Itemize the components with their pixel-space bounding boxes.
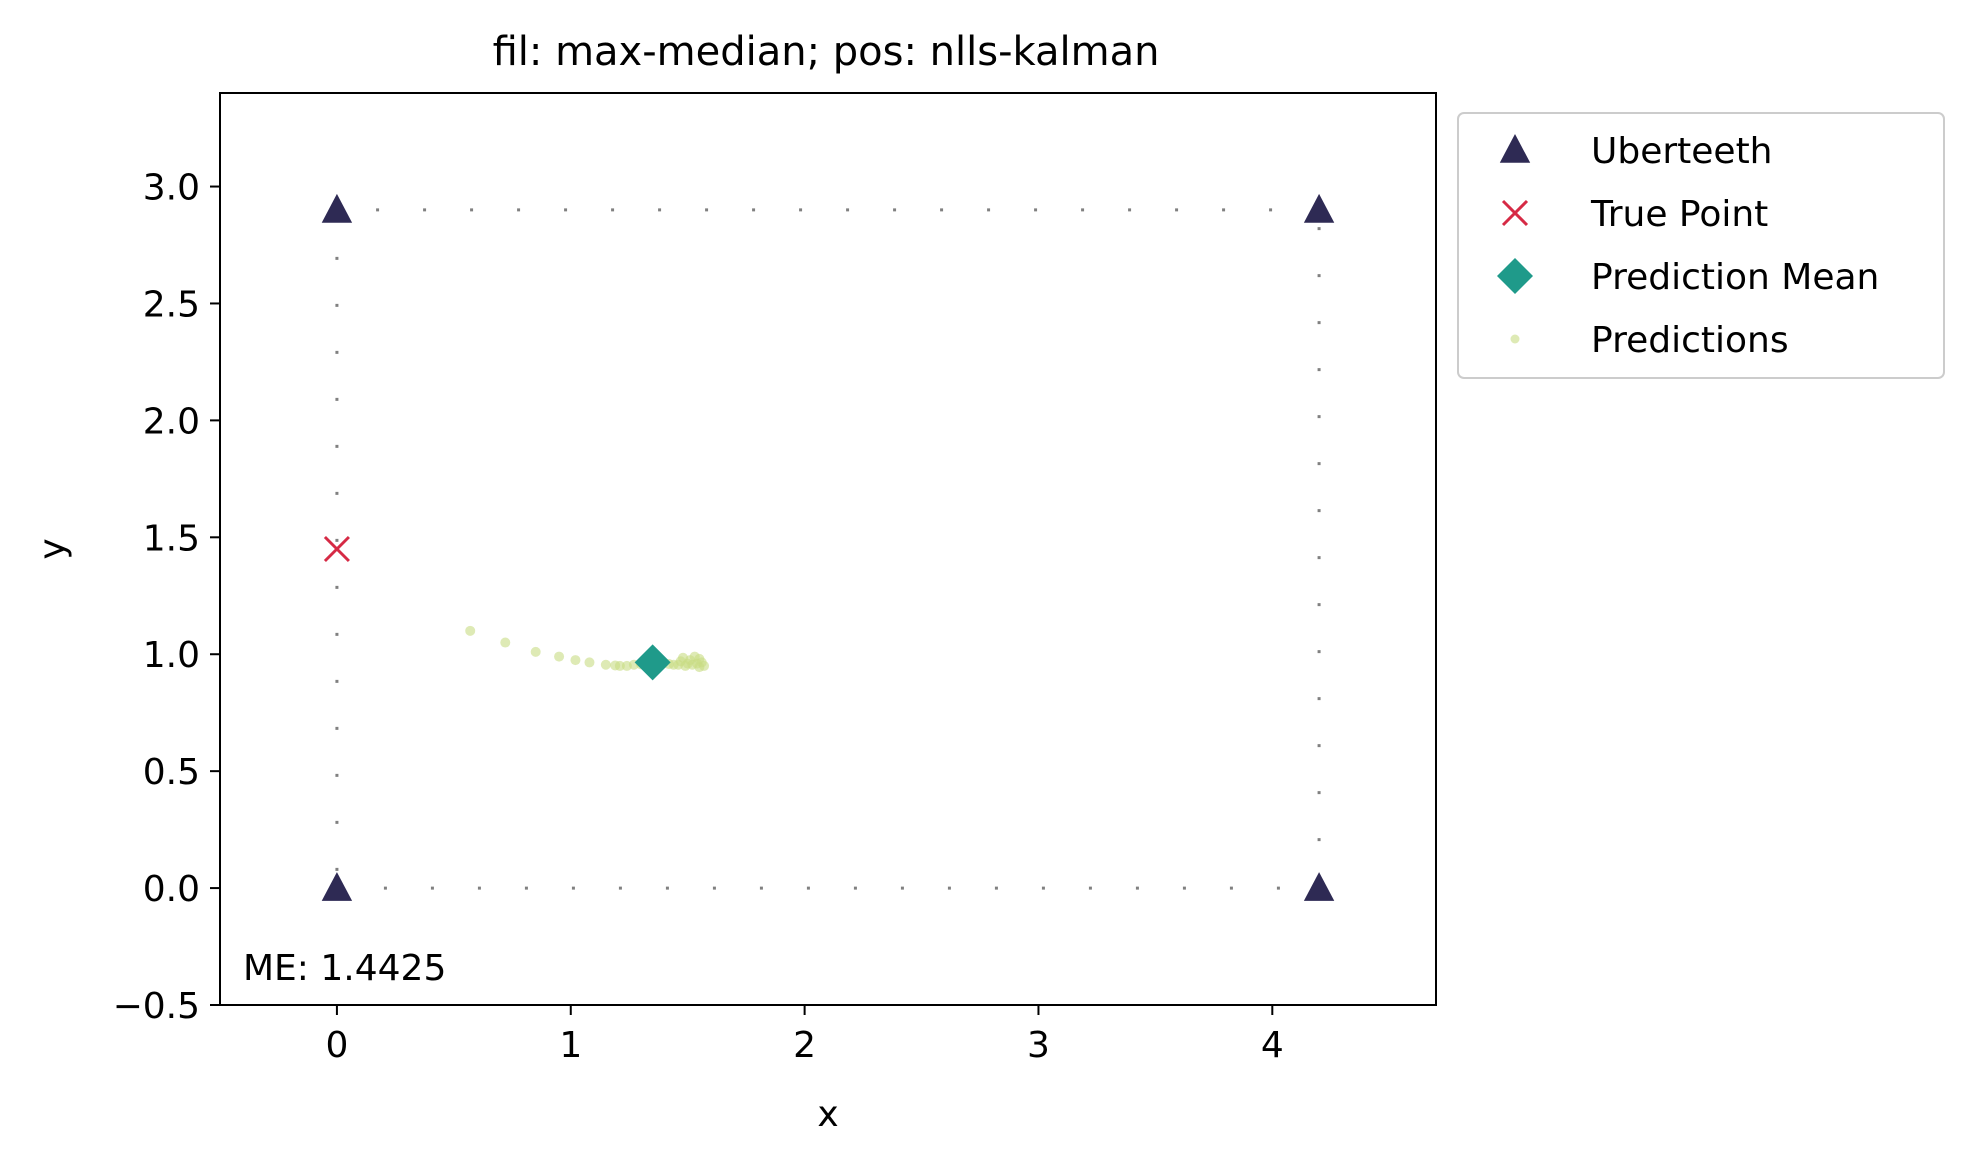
legend-box xyxy=(1457,112,1945,379)
legend-prediction-mean-label: Prediction Mean xyxy=(1591,257,1879,298)
y-axis: −0.5 0.0 0.5 1.0 1.5 2.0 2.5 3.0 xyxy=(113,168,220,1027)
legend-true-point: True Point xyxy=(1501,194,1768,235)
legend-uberteeth-swatch xyxy=(1499,134,1531,163)
x-tick-label: 4 xyxy=(1261,1025,1284,1066)
predictions-marker xyxy=(600,659,611,670)
x-axis: 0 1 2 3 4 xyxy=(325,1005,1284,1066)
x-axis-label: x xyxy=(817,1094,838,1135)
y-tick-label: 2.5 xyxy=(143,284,200,325)
x-tick-label: 1 xyxy=(559,1025,582,1066)
y-tick-label: −0.5 xyxy=(113,986,200,1027)
legend-true-point-swatch xyxy=(1501,199,1529,227)
y-axis-label: y xyxy=(32,538,73,559)
legend-uberteeth: Uberteeth xyxy=(1499,131,1773,172)
x-tick-label: 0 xyxy=(325,1025,348,1066)
uberteeth-marker xyxy=(321,193,353,223)
legend-predictions-label: Predictions xyxy=(1591,320,1789,361)
legend-prediction-mean-swatch xyxy=(1497,258,1533,294)
plot-area xyxy=(321,193,1335,901)
y-tick-label: 1.0 xyxy=(143,635,200,676)
predictions-marker xyxy=(465,625,476,636)
legend-true-point-label: True Point xyxy=(1590,194,1768,235)
chart-title: fil: max-median; pos: nlls-kalman xyxy=(493,29,1160,75)
legend-uberteeth-label: Uberteeth xyxy=(1591,131,1773,172)
data-points xyxy=(321,193,1335,901)
uberteeth-marker xyxy=(321,872,353,901)
predictions-marker xyxy=(584,657,595,668)
uberteeth-marker xyxy=(1303,193,1335,223)
predictions-marker xyxy=(500,637,511,648)
predictions-marker xyxy=(699,660,710,671)
true-point-marker xyxy=(323,535,350,563)
error-annotation: ME: 1.4425 xyxy=(243,948,446,989)
predictions-marker xyxy=(614,660,625,671)
predictions-marker xyxy=(530,646,541,657)
y-tick-label: 1.5 xyxy=(143,518,200,559)
plot-frame xyxy=(219,92,1437,1006)
legend-predictions: Predictions xyxy=(1510,320,1789,361)
y-tick-label: 0.0 xyxy=(143,869,200,910)
legend: Uberteeth True Point Prediction Mean Predic… xyxy=(1457,112,1945,379)
y-tick-label: 2.0 xyxy=(143,401,200,442)
x-tick-label: 3 xyxy=(1027,1025,1050,1066)
boundary-lines xyxy=(335,208,1321,890)
legend-predictions-swatch xyxy=(1510,334,1520,344)
prediction-mean-marker xyxy=(634,644,671,681)
x-tick-label: 2 xyxy=(793,1025,816,1066)
y-tick-label: 0.5 xyxy=(143,752,200,793)
y-tick-label: 3.0 xyxy=(143,168,200,209)
predictions-marker xyxy=(554,651,565,662)
predictions-marker xyxy=(570,655,581,666)
legend-prediction-mean: Prediction Mean xyxy=(1497,257,1879,298)
uberteeth-marker xyxy=(1303,872,1335,901)
